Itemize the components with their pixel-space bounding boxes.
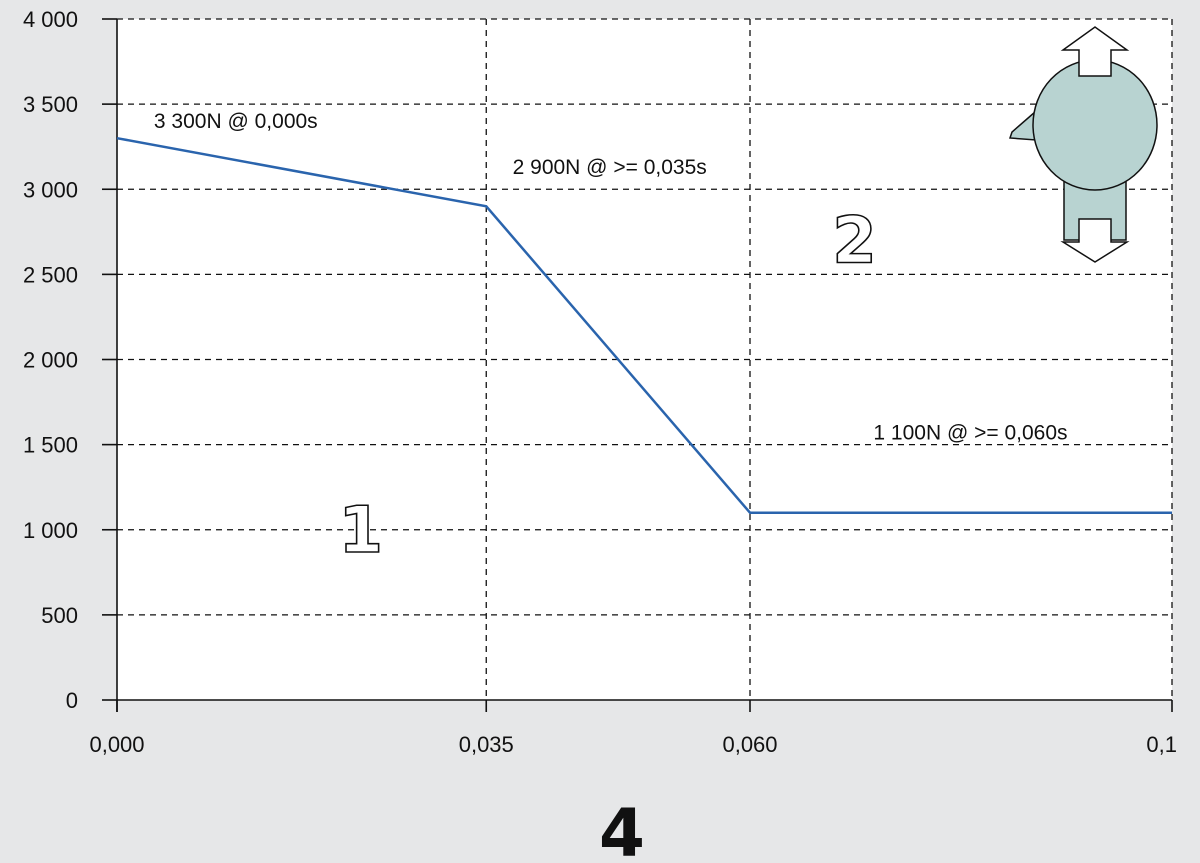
x-tick-label: 0,000 [89,732,144,757]
annotation-label: 2 900N @ >= 0,035s [513,156,707,179]
zone-label: 1 [339,494,384,568]
y-tick-label: 4 000 [23,7,78,32]
y-tick-label: 2 500 [23,262,78,287]
y-tick-label: 0 [66,688,78,713]
annotations: 3 300N @ 0,000s 2 900N @ >= 0,035s 1 100N … [154,110,1068,445]
x-tick-label: 0,060 [722,732,777,757]
y-tick-label: 2 000 [23,348,78,373]
x-tick-label: 0,1 [1146,732,1177,757]
plot-area [117,19,1172,700]
y-tick-label: 3 000 [23,177,78,202]
series-group [116,136,1172,514]
x-tick-labels: 0,000 0,035 0,060 0,1 [89,732,1177,757]
annotation-label: 1 100N @ >= 0,060s [873,422,1067,445]
y-tick-labels: 0 500 1 000 1 500 2 000 2 500 3 000 3 500 4 000 [23,7,78,713]
figure-number: 4 [599,795,645,863]
axes [102,18,1173,712]
grid-lines [117,18,1173,700]
x-tick-label: 0,035 [459,732,514,757]
y-tick-label: 1 000 [23,518,78,543]
head-up-down-arrows-icon [1008,26,1158,263]
annotation-label: 3 300N @ 0,000s [154,110,318,133]
zone-labels: 12 [338,204,878,569]
y-tick-label: 1 500 [23,433,78,458]
y-tick-label: 3 500 [23,92,78,117]
y-tick-label: 500 [41,603,78,628]
series-line [116,136,1172,514]
zone-label: 2 [832,204,877,278]
